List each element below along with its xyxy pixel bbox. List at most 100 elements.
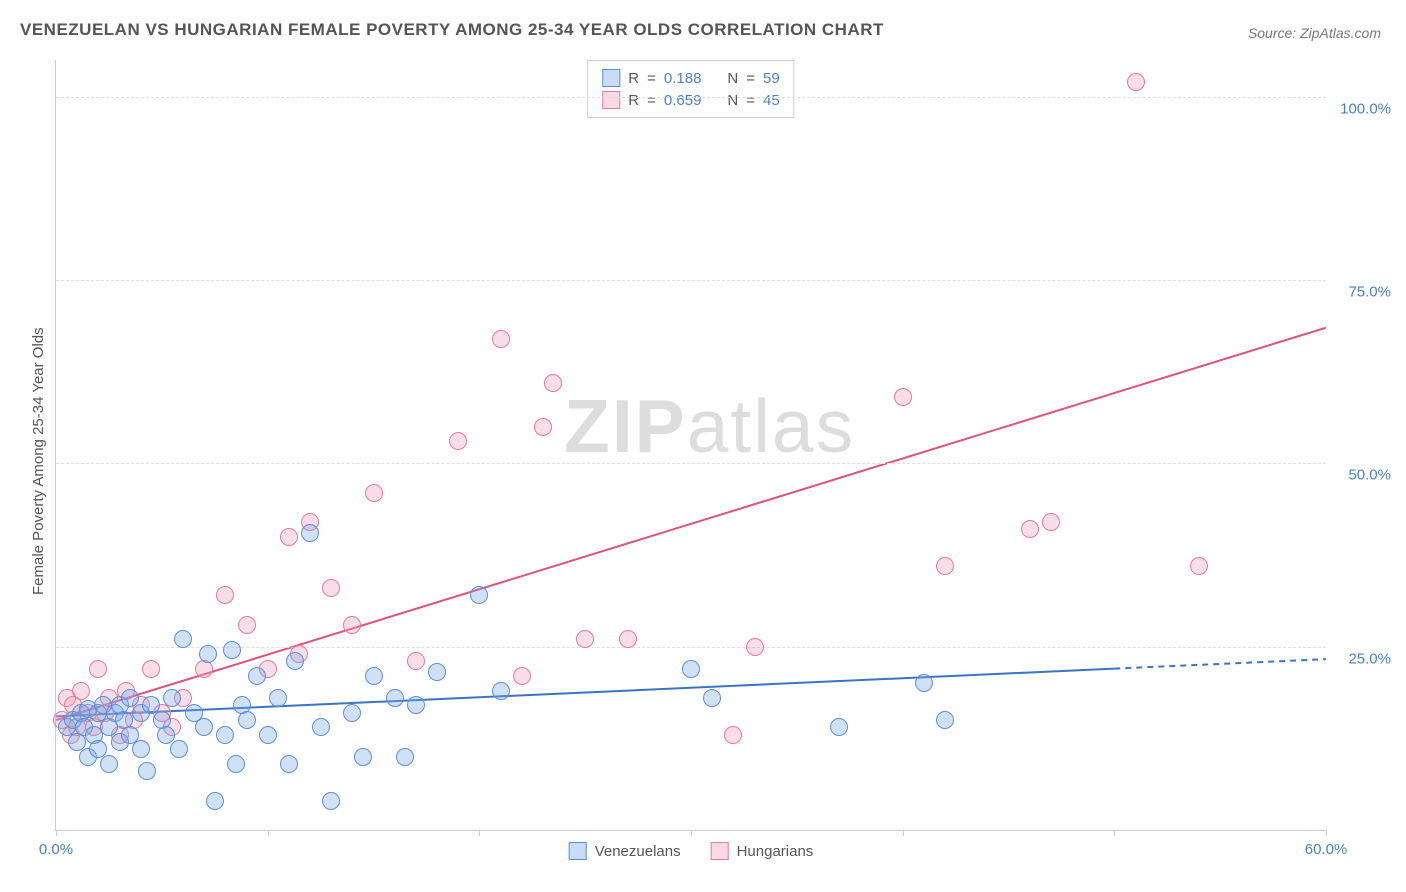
stat-eq: = bbox=[647, 70, 656, 87]
data-point bbox=[216, 586, 234, 604]
legend-item-hungarians: Hungarians bbox=[711, 842, 814, 860]
data-point bbox=[746, 638, 764, 656]
watermark-prefix: ZIP bbox=[564, 384, 687, 468]
stat-n-value-ven: 59 bbox=[763, 70, 780, 87]
y-tick-label: 25.0% bbox=[1348, 650, 1391, 667]
data-point bbox=[544, 374, 562, 392]
data-point bbox=[936, 711, 954, 729]
data-point bbox=[513, 667, 531, 685]
data-point bbox=[322, 792, 340, 810]
data-point bbox=[280, 755, 298, 773]
data-point bbox=[1021, 520, 1039, 538]
data-point bbox=[724, 726, 742, 744]
data-point bbox=[138, 762, 156, 780]
data-point bbox=[195, 718, 213, 736]
stats-row-hungarians: R = 0.659 N = 45 bbox=[598, 89, 783, 111]
x-tick bbox=[56, 830, 57, 836]
y-axis-label: Female Poverty Among 25-34 Year Olds bbox=[30, 327, 47, 595]
data-point bbox=[619, 630, 637, 648]
scatter-chart: ZIPatlas R = 0.188 N = 59 R = 0.659 N bbox=[55, 60, 1326, 831]
stat-eq4: = bbox=[746, 92, 755, 109]
swatch-pink-icon bbox=[602, 91, 620, 109]
data-point bbox=[199, 645, 217, 663]
data-point bbox=[1127, 73, 1145, 91]
x-tick-label: 0.0% bbox=[39, 841, 73, 858]
data-point bbox=[227, 755, 245, 773]
data-point bbox=[216, 726, 234, 744]
data-point bbox=[386, 689, 404, 707]
data-point bbox=[142, 660, 160, 678]
gridline bbox=[56, 647, 1326, 648]
data-point bbox=[280, 528, 298, 546]
data-point bbox=[492, 330, 510, 348]
data-point bbox=[312, 718, 330, 736]
gridline bbox=[56, 463, 1326, 464]
legend-label-hun: Hungarians bbox=[737, 843, 814, 860]
data-point bbox=[206, 792, 224, 810]
stat-n-value-hun: 45 bbox=[763, 92, 780, 109]
y-tick-label: 75.0% bbox=[1348, 284, 1391, 301]
data-point bbox=[238, 616, 256, 634]
data-point bbox=[407, 696, 425, 714]
data-point bbox=[534, 418, 552, 436]
x-tick bbox=[1114, 830, 1115, 836]
legend-item-venezuelans: Venezuelans bbox=[569, 842, 681, 860]
data-point bbox=[132, 740, 150, 758]
gridline bbox=[56, 97, 1326, 98]
data-point bbox=[449, 432, 467, 450]
data-point bbox=[396, 748, 414, 766]
data-point bbox=[322, 579, 340, 597]
stat-r-label: R bbox=[628, 70, 639, 87]
stat-r-value-ven: 0.188 bbox=[664, 70, 702, 87]
x-tick bbox=[691, 830, 692, 836]
swatch-blue-icon bbox=[602, 69, 620, 87]
data-point bbox=[354, 748, 372, 766]
data-point bbox=[269, 689, 287, 707]
data-point bbox=[238, 711, 256, 729]
data-point bbox=[936, 557, 954, 575]
y-tick-label: 50.0% bbox=[1348, 467, 1391, 484]
legend-bottom: Venezuelans Hungarians bbox=[569, 842, 814, 860]
data-point bbox=[576, 630, 594, 648]
data-point bbox=[894, 388, 912, 406]
watermark-suffix: atlas bbox=[687, 384, 855, 468]
swatch-pink-icon bbox=[711, 842, 729, 860]
x-tick bbox=[479, 830, 480, 836]
data-point bbox=[343, 704, 361, 722]
data-point bbox=[259, 726, 277, 744]
data-point bbox=[163, 689, 181, 707]
data-point bbox=[1042, 513, 1060, 531]
data-point bbox=[407, 652, 425, 670]
data-point bbox=[343, 616, 361, 634]
x-tick-label: 60.0% bbox=[1305, 841, 1348, 858]
data-point bbox=[174, 630, 192, 648]
data-point bbox=[89, 660, 107, 678]
data-point bbox=[365, 484, 383, 502]
data-point bbox=[1190, 557, 1208, 575]
data-point bbox=[248, 667, 266, 685]
stat-eq3: = bbox=[647, 92, 656, 109]
data-point bbox=[470, 586, 488, 604]
stats-row-venezuelans: R = 0.188 N = 59 bbox=[598, 67, 783, 89]
stat-r-value-hun: 0.659 bbox=[664, 92, 702, 109]
data-point bbox=[492, 682, 510, 700]
data-point bbox=[915, 674, 933, 692]
stat-eq2: = bbox=[746, 70, 755, 87]
data-point bbox=[301, 524, 319, 542]
data-point bbox=[170, 740, 188, 758]
data-point bbox=[286, 652, 304, 670]
data-point bbox=[428, 663, 446, 681]
data-point bbox=[157, 726, 175, 744]
data-point bbox=[72, 682, 90, 700]
data-point bbox=[703, 689, 721, 707]
watermark: ZIPatlas bbox=[564, 383, 855, 469]
source-attribution: Source: ZipAtlas.com bbox=[1248, 25, 1381, 41]
x-tick bbox=[903, 830, 904, 836]
stat-r-label2: R bbox=[628, 92, 639, 109]
data-point bbox=[830, 718, 848, 736]
stats-legend-box: R = 0.188 N = 59 R = 0.659 N = 45 bbox=[587, 60, 794, 118]
swatch-blue-icon bbox=[569, 842, 587, 860]
gridline bbox=[56, 280, 1326, 281]
y-tick-label: 100.0% bbox=[1340, 100, 1391, 117]
data-point bbox=[223, 641, 241, 659]
